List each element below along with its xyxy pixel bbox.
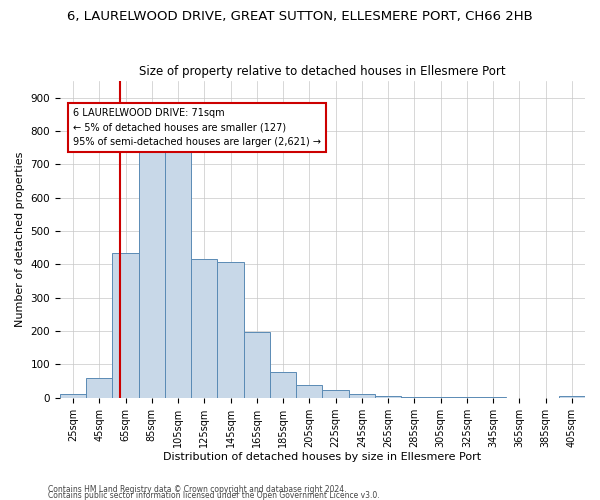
- Text: Contains HM Land Registry data © Crown copyright and database right 2024.: Contains HM Land Registry data © Crown c…: [48, 484, 347, 494]
- Bar: [401, 396, 427, 398]
- Y-axis label: Number of detached properties: Number of detached properties: [15, 152, 25, 327]
- Bar: [86, 378, 112, 398]
- Bar: [165, 147, 191, 398]
- Bar: [217, 262, 244, 398]
- Bar: [296, 385, 322, 398]
- Bar: [191, 260, 217, 398]
- Title: Size of property relative to detached houses in Ellesmere Port: Size of property relative to detached ho…: [139, 66, 506, 78]
- Bar: [60, 394, 86, 398]
- Bar: [322, 390, 349, 398]
- Bar: [375, 396, 401, 398]
- Bar: [244, 332, 270, 398]
- Text: 6, LAURELWOOD DRIVE, GREAT SUTTON, ELLESMERE PORT, CH66 2HB: 6, LAURELWOOD DRIVE, GREAT SUTTON, ELLES…: [67, 10, 533, 23]
- Text: Contains public sector information licensed under the Open Government Licence v3: Contains public sector information licen…: [48, 490, 380, 500]
- Bar: [427, 397, 454, 398]
- Bar: [139, 148, 165, 398]
- X-axis label: Distribution of detached houses by size in Ellesmere Port: Distribution of detached houses by size …: [163, 452, 482, 462]
- Text: 6 LAURELWOOD DRIVE: 71sqm
← 5% of detached houses are smaller (127)
95% of semi-: 6 LAURELWOOD DRIVE: 71sqm ← 5% of detach…: [73, 108, 321, 148]
- Bar: [559, 396, 585, 398]
- Bar: [349, 394, 375, 398]
- Bar: [270, 372, 296, 398]
- Bar: [112, 252, 139, 398]
